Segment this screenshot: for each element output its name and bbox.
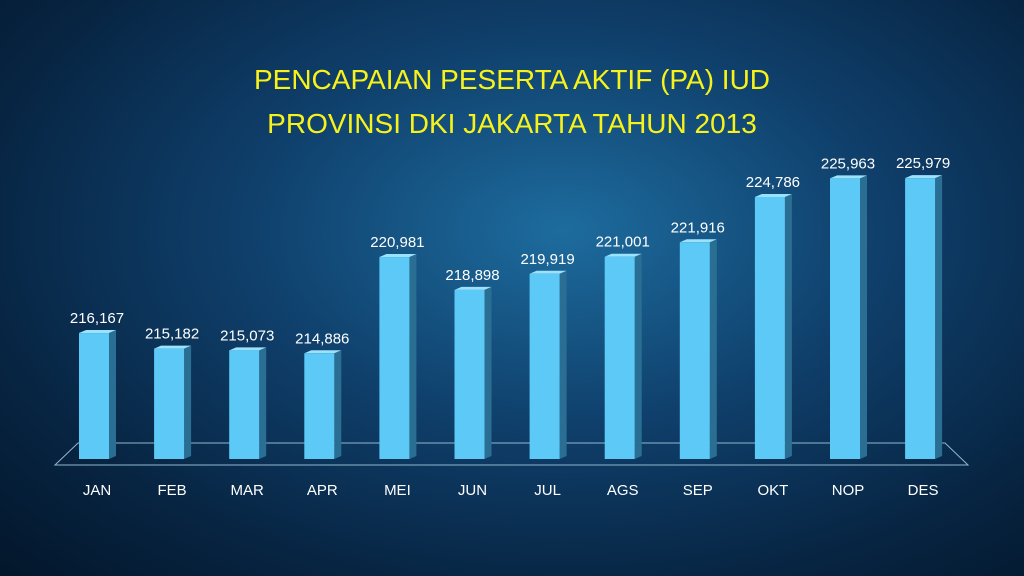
bar — [679, 242, 710, 459]
bar-top — [905, 175, 943, 179]
x-tick-label: AGS — [607, 482, 639, 499]
x-tick-label: APR — [307, 482, 338, 499]
x-tick-label: MEI — [384, 482, 411, 499]
bar-side — [484, 286, 492, 459]
bar-top — [679, 239, 717, 243]
bar — [529, 273, 560, 459]
x-tick-label: SEP — [683, 482, 713, 499]
bar-side — [109, 330, 116, 459]
bar — [304, 353, 335, 459]
bar — [905, 178, 936, 460]
bar-top — [379, 254, 417, 258]
bar-top — [304, 350, 342, 354]
data-label: 214,886 — [295, 330, 349, 347]
chart-title: PENCAPAIAN PESERTA AKTIF (PA) IUD PROVIN… — [253, 64, 771, 139]
bar-side — [184, 345, 192, 459]
data-label: 215,073 — [220, 327, 274, 344]
bar — [604, 256, 635, 459]
x-tick-label: DES — [908, 482, 939, 499]
bar-top — [604, 253, 642, 257]
bar-top — [454, 286, 492, 290]
bar — [454, 289, 485, 459]
bar — [154, 348, 185, 459]
bar-side — [634, 253, 642, 459]
data-label: 225,979 — [896, 155, 950, 172]
data-label: 221,001 — [596, 234, 650, 251]
bar-top — [229, 347, 267, 351]
data-label: 224,786 — [746, 174, 800, 191]
data-label: 221,916 — [671, 219, 725, 236]
bar-top — [529, 270, 567, 274]
bar-top — [754, 193, 792, 197]
bar-side — [559, 270, 567, 459]
data-label: 215,182 — [145, 326, 199, 343]
data-label: 219,919 — [520, 251, 574, 268]
bar — [830, 178, 860, 459]
bar-side — [259, 347, 267, 459]
bar-side — [784, 193, 792, 460]
bar-side — [334, 350, 342, 459]
bar — [229, 350, 260, 459]
x-tick-label: FEB — [158, 482, 187, 499]
x-tick-label: JAN — [83, 482, 111, 499]
bar-top — [79, 330, 116, 334]
data-label: 220,981 — [370, 234, 424, 251]
x-tick-label: NOP — [832, 482, 865, 499]
bar-side — [935, 175, 943, 460]
x-tick-label: OKT — [757, 482, 788, 499]
x-tick-label: JUN — [458, 482, 487, 499]
data-label: 218,898 — [445, 267, 499, 284]
bar — [79, 333, 109, 459]
bar-side — [860, 175, 867, 459]
data-label: 225,963 — [821, 155, 875, 172]
bar — [379, 257, 410, 459]
bar-side — [709, 239, 717, 459]
bar — [754, 196, 785, 460]
bar-side — [409, 254, 417, 459]
data-label: 216,167 — [70, 310, 124, 327]
bar-top — [154, 345, 192, 349]
x-tick-label: MAR — [231, 482, 265, 499]
x-tick-label: JUL — [534, 482, 561, 499]
bar-top — [830, 175, 867, 179]
chart-floor — [53, 442, 970, 466]
